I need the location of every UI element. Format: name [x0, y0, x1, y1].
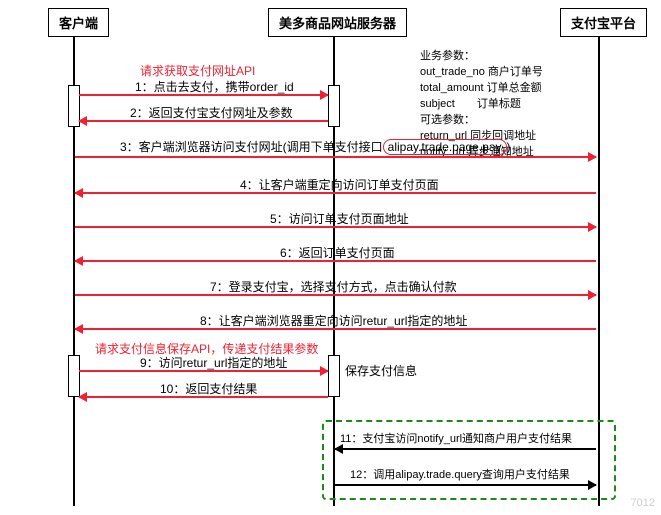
label-s5: 5：访问订单支付页面地址	[270, 210, 409, 227]
label-s7: 7：登录支付宝，选择支付方式，点击确认付款	[210, 278, 457, 295]
arrow-s10	[79, 396, 328, 398]
bar-server-2	[328, 355, 340, 397]
actor-alipay: 支付宝平台	[560, 8, 647, 37]
arrow-s8	[75, 328, 596, 330]
params-l3: subject 订单标题	[420, 96, 543, 112]
label-s2: 2：返回支付宝支付网址及参数	[130, 104, 293, 121]
arrow-s2	[79, 120, 328, 122]
bar-server-1	[328, 85, 340, 127]
label-s8: 8：让客户端浏览器重定向访问retur_url指定的地址	[200, 312, 467, 329]
arrow-s9	[79, 370, 328, 372]
arrow-s3	[75, 156, 596, 158]
params-opt: 可选参数：	[420, 112, 543, 128]
params-l1: out_trade_no 商户订单号	[420, 64, 543, 80]
label-s4: 4：让客户端重定向访问订单支付页面	[240, 176, 439, 193]
label-s9: 9：访问retur_url指定的地址	[140, 354, 287, 371]
api-name: alipay.trade.page.pay	[383, 139, 507, 155]
arrow-s11	[335, 448, 596, 450]
sequence-diagram: 客户端 美多商品网站服务器 支付宝平台 业务参数： out_trade_no 商…	[0, 0, 661, 515]
label-s3a: 3：客户端浏览器访问支付网址(调用下单支付接口	[120, 140, 383, 154]
params-title: 业务参数：	[420, 48, 543, 64]
label-s12: 12：调用alipay.trade.query查询用户支付结果	[350, 466, 570, 482]
label-s3b: )	[507, 140, 511, 154]
label-s11: 11：支付宝访问notify_url通知商户用户支付结果	[340, 430, 572, 446]
arrow-s7	[75, 294, 596, 296]
note-1: 请求获取支付网址API	[140, 62, 255, 79]
arrow-s6	[75, 260, 596, 262]
arrow-s1	[79, 94, 328, 96]
arrow-s5	[75, 226, 596, 228]
actor-server: 美多商品网站服务器	[268, 8, 407, 37]
arrow-s4	[75, 192, 596, 194]
label-s3: 3：客户端浏览器访问支付网址(调用下单支付接口alipay.trade.page…	[120, 138, 511, 155]
label-s10: 10：返回支付结果	[160, 380, 257, 397]
arrow-s12	[335, 484, 596, 486]
label-s6: 6：返回订单支付页面	[280, 244, 395, 261]
watermark: 7012	[631, 497, 655, 509]
note-save: 保存支付信息	[345, 362, 417, 379]
label-s1: 1：点击去支付，携带order_id	[135, 78, 294, 95]
bar-client-2	[68, 355, 80, 397]
params-l2: total_amount 订单总金额	[420, 80, 543, 96]
actor-client: 客户端	[48, 8, 109, 37]
